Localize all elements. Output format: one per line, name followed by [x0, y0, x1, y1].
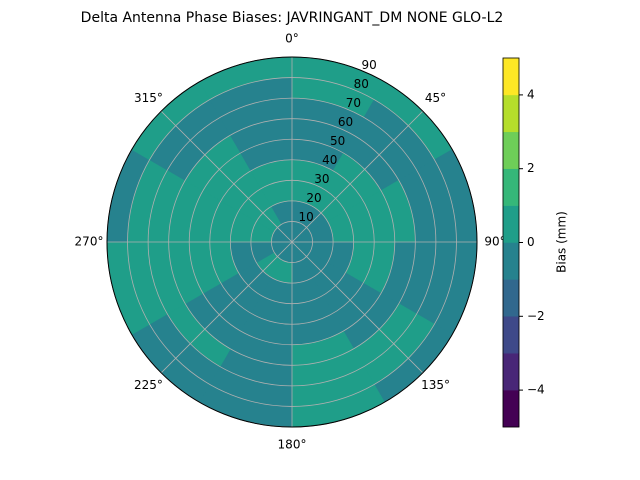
- theta-tick-label: 180°: [278, 438, 307, 452]
- theta-tick-label: 270°: [75, 235, 104, 249]
- r-tick-label: 60: [338, 115, 353, 129]
- theta-tick-label: 0°: [285, 32, 299, 46]
- colorbar-swatch: [502, 389, 520, 428]
- r-tick-label: 40: [322, 153, 337, 167]
- theta-tick-label: 90°: [484, 235, 505, 249]
- r-tick-label: 50: [330, 134, 345, 148]
- chart-title: Delta Antenna Phase Biases: JAVRINGANT_D…: [81, 10, 504, 26]
- colorbar-swatch: [502, 168, 520, 206]
- colorbar-swatch: [502, 352, 520, 391]
- r-tick-label: 70: [346, 96, 361, 110]
- colorbar-swatch: [502, 131, 520, 169]
- r-tick-label: 90: [361, 58, 376, 72]
- colorbar-tick-label: 0: [527, 235, 535, 249]
- grid-spoke: [160, 110, 293, 243]
- theta-tick-label: 315°: [134, 91, 163, 105]
- grid-spoke: [291, 110, 424, 243]
- colorbar-swatch: [502, 205, 520, 243]
- r-tick-label: 30: [314, 172, 329, 186]
- grid-spoke: [291, 241, 424, 374]
- theta-tick-label: 135°: [421, 378, 450, 392]
- colorbar-tick-label: −2: [527, 309, 545, 323]
- colorbar-swatch: [502, 242, 520, 280]
- colorbar-tick-label: 2: [527, 161, 535, 175]
- grid-spoke: [160, 241, 293, 374]
- colorbar-swatch: [502, 94, 520, 133]
- plot-border: [106, 56, 478, 428]
- r-tick-label: 10: [299, 210, 314, 224]
- colorbar-label: Bias (mm): [555, 211, 569, 273]
- r-tick-label: 20: [306, 191, 321, 205]
- r-tick-label: 80: [354, 77, 369, 91]
- colorbar-swatch: [502, 316, 520, 354]
- colorbar-swatch: [502, 279, 520, 317]
- colorbar-tick-label: 4: [527, 87, 535, 101]
- theta-tick-label: 45°: [425, 91, 446, 105]
- colorbar-tick-label: −4: [527, 383, 545, 397]
- colorbar-swatch: [502, 57, 520, 96]
- theta-tick-label: 225°: [134, 378, 163, 392]
